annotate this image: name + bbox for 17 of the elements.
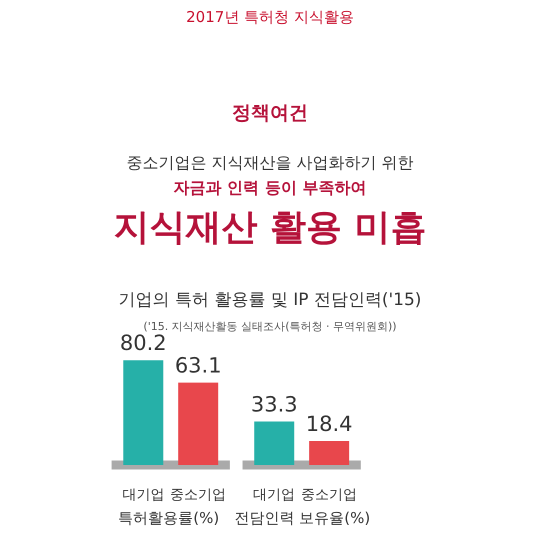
data-label: 63.1 — [174, 354, 222, 378]
text: 중소기업은 지식재산을 사업화하기 위한 — [126, 153, 414, 172]
x-tick-label: 대기업 — [122, 487, 164, 503]
chart-subtitle: ('15. 지식재산활동 실태조사(특허청 · 무역위원회)) — [143, 320, 397, 333]
data-label: 18.4 — [306, 412, 353, 436]
data-label: 80.2 — [120, 331, 167, 356]
chart-title: 기업의 특허 활용률 및 IP 전담인력('15) — [118, 290, 422, 310]
x-tick-label: 중소기업 — [301, 487, 358, 503]
data-label: 33.3 — [250, 392, 298, 416]
text: 전담인력 보유율(%) — [234, 509, 370, 527]
text: 자금과 인력 등이 부족하여 — [174, 178, 366, 197]
text: 정책여건 — [232, 102, 308, 124]
x-tick-label: 대기업 — [253, 487, 296, 503]
text: 특허활용률(%) — [118, 509, 220, 527]
x-tick-label: 중소기업 — [170, 487, 226, 503]
text: 2017년 특허청 지식활용 — [186, 8, 354, 26]
text: 지식재산 활용 미흡 — [113, 207, 427, 248]
